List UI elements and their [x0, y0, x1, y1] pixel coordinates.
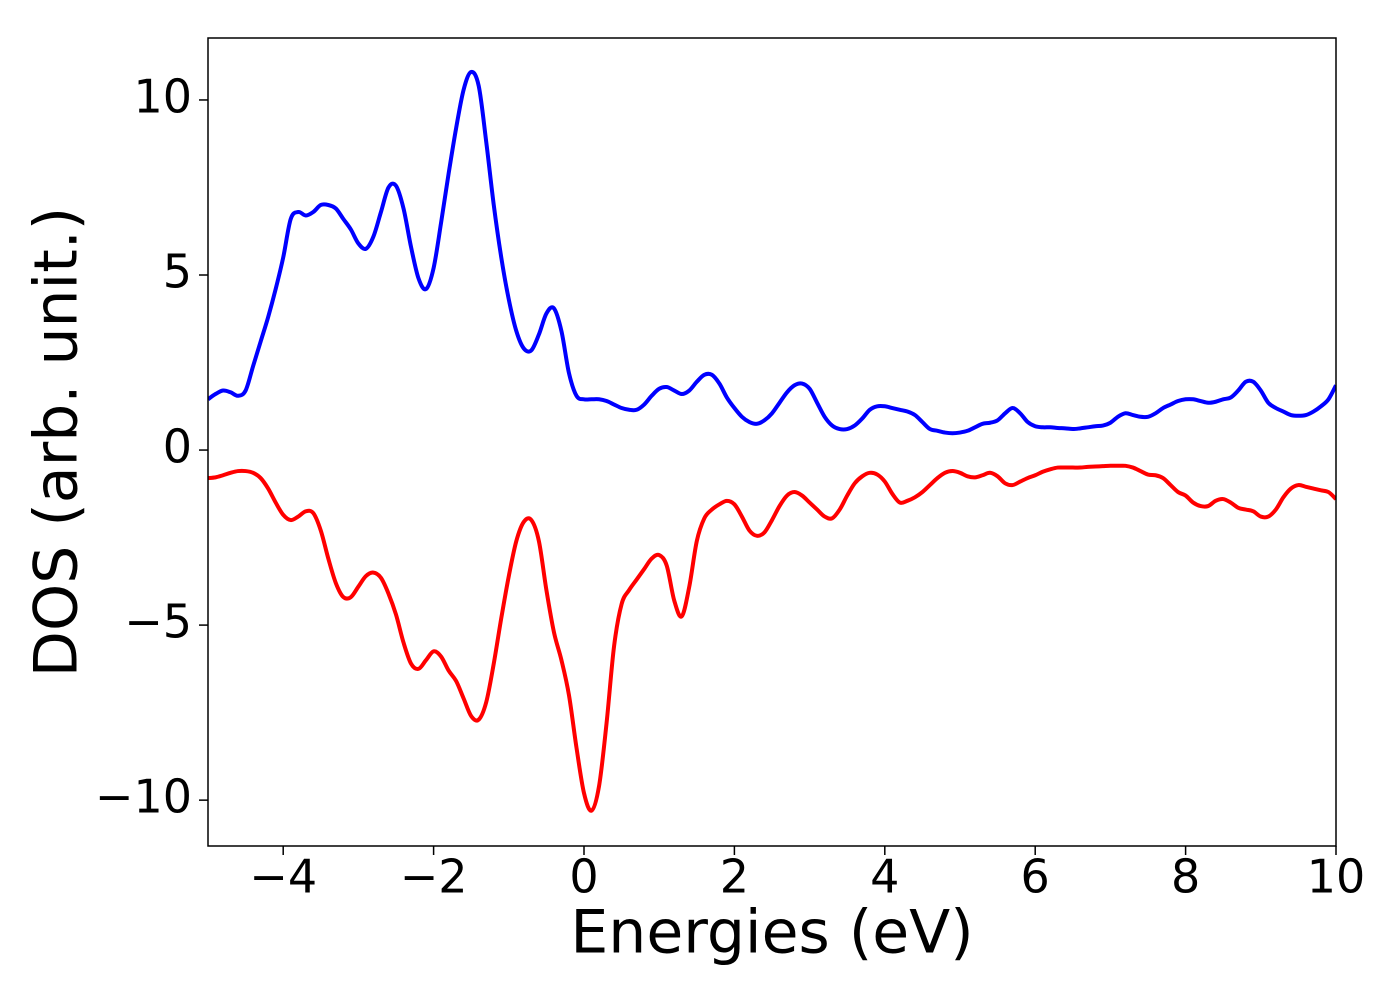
- x-tick-label: −4: [249, 850, 317, 904]
- y-tick-label: 0: [163, 420, 192, 474]
- x-axis-label: Energies (eV): [570, 898, 973, 968]
- x-tick-label: 6: [1021, 850, 1050, 904]
- x-tick-label: 4: [870, 850, 899, 904]
- y-tick-label: −10: [95, 770, 192, 824]
- plot-frame: [207, 37, 1337, 847]
- y-tick-label: 5: [163, 245, 192, 299]
- x-tick-label: 0: [569, 850, 598, 904]
- y-axis-label: DOS (arb. unit.): [22, 207, 92, 677]
- y-tick-label: −5: [124, 595, 192, 649]
- dos-line: [208, 69, 1336, 436]
- x-tick-label: −2: [400, 850, 468, 904]
- x-tick-label: 2: [720, 850, 749, 904]
- dos-line: [208, 463, 1336, 813]
- x-tick-label: 10: [1307, 850, 1366, 904]
- x-tick-label: 8: [1171, 850, 1200, 904]
- y-tick-label: 10: [133, 69, 192, 123]
